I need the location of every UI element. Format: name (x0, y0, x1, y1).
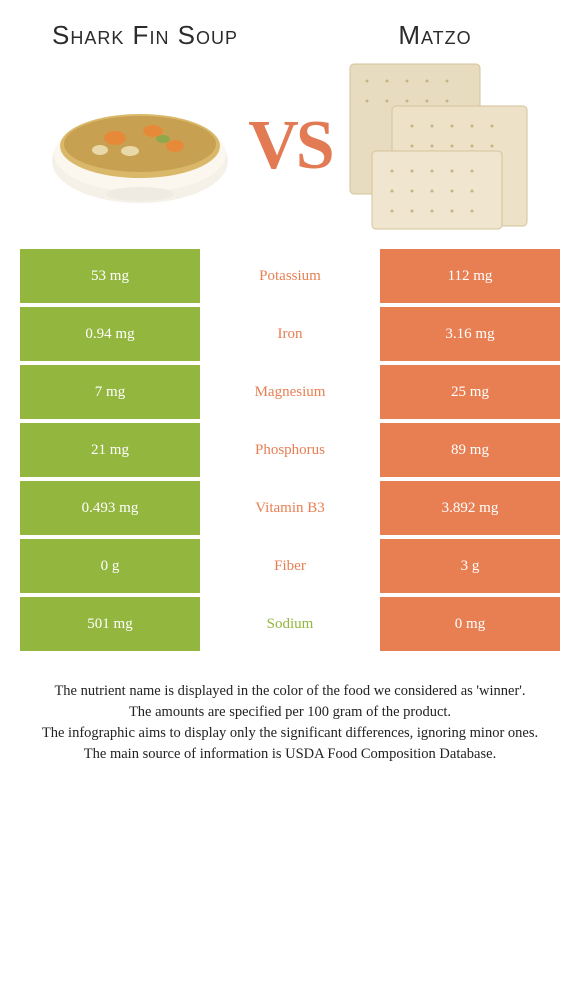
right-value: 3.892 mg (380, 481, 560, 535)
header: Shark Fin Soup Matzo (0, 0, 580, 61)
table-row: 7 mgMagnesium25 mg (20, 365, 560, 419)
nutrient-label: Phosphorus (200, 423, 380, 477)
footer-line: The amounts are specified per 100 gram o… (30, 702, 550, 723)
nutrient-label: Sodium (200, 597, 380, 651)
right-value: 0 mg (380, 597, 560, 651)
footer-notes: The nutrient name is displayed in the co… (30, 681, 550, 765)
footer-line: The infographic aims to display only the… (30, 723, 550, 744)
nutrient-label: Potassium (200, 249, 380, 303)
table-row: 0.94 mgIron3.16 mg (20, 307, 560, 361)
left-value: 21 mg (20, 423, 200, 477)
right-food-title: Matzo (305, 20, 566, 51)
left-value: 7 mg (20, 365, 200, 419)
left-value: 0.94 mg (20, 307, 200, 361)
left-food-image (40, 61, 240, 231)
right-value: 3 g (380, 539, 560, 593)
nutrient-label: Vitamin B3 (200, 481, 380, 535)
left-value: 53 mg (20, 249, 200, 303)
left-food-title: Shark Fin Soup (15, 20, 276, 51)
right-value: 112 mg (380, 249, 560, 303)
matzo-icon (342, 56, 537, 236)
soup-bowl-icon (45, 76, 235, 216)
right-value: 3.16 mg (380, 307, 560, 361)
left-value: 501 mg (20, 597, 200, 651)
vs-text: VS (248, 106, 331, 186)
table-row: 0 gFiber3 g (20, 539, 560, 593)
images-row: VS (0, 61, 580, 249)
table-row: 501 mgSodium0 mg (20, 597, 560, 651)
nutrient-label: Fiber (200, 539, 380, 593)
footer-line: The main source of information is USDA F… (30, 744, 550, 765)
right-value: 89 mg (380, 423, 560, 477)
table-row: 53 mgPotassium112 mg (20, 249, 560, 303)
nutrient-table: 53 mgPotassium112 mg0.94 mgIron3.16 mg7 … (20, 249, 560, 651)
footer-line: The nutrient name is displayed in the co… (30, 681, 550, 702)
nutrient-label: Magnesium (200, 365, 380, 419)
right-food-image (340, 61, 540, 231)
table-row: 0.493 mgVitamin B33.892 mg (20, 481, 560, 535)
left-value: 0.493 mg (20, 481, 200, 535)
right-value: 25 mg (380, 365, 560, 419)
nutrient-label: Iron (200, 307, 380, 361)
table-row: 21 mgPhosphorus89 mg (20, 423, 560, 477)
left-value: 0 g (20, 539, 200, 593)
